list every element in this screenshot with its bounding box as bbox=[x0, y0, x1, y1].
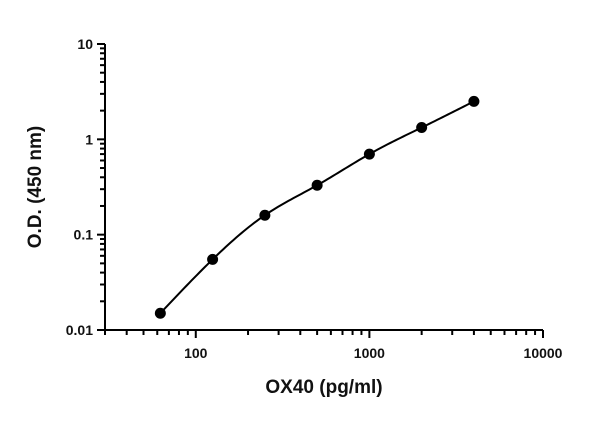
y-tick-label: 0.01 bbox=[66, 322, 93, 338]
data-point bbox=[259, 209, 271, 221]
data-point bbox=[416, 122, 428, 134]
data-point bbox=[363, 148, 375, 160]
x-tick-label: 1000 bbox=[354, 345, 385, 361]
data-point bbox=[468, 95, 480, 107]
x-axis-title: OX40 (pg/ml) bbox=[265, 377, 382, 398]
y-tick-label: 1 bbox=[85, 131, 93, 147]
fit-curve bbox=[159, 100, 475, 314]
ticks: 0.01 0.1 1 10 100 1000 10000 bbox=[66, 36, 563, 361]
data-point bbox=[311, 179, 323, 191]
data-point bbox=[154, 307, 166, 319]
data-point bbox=[207, 253, 219, 265]
axes bbox=[104, 44, 543, 331]
data-points bbox=[154, 95, 480, 319]
y-tick-label: 10 bbox=[77, 36, 93, 52]
x-tick-label: 100 bbox=[184, 345, 208, 361]
y-axis-title: O.D. (450 nm) bbox=[25, 126, 46, 248]
y-tick-label: 0.1 bbox=[74, 227, 94, 243]
x-tick-label: 10000 bbox=[524, 345, 563, 361]
